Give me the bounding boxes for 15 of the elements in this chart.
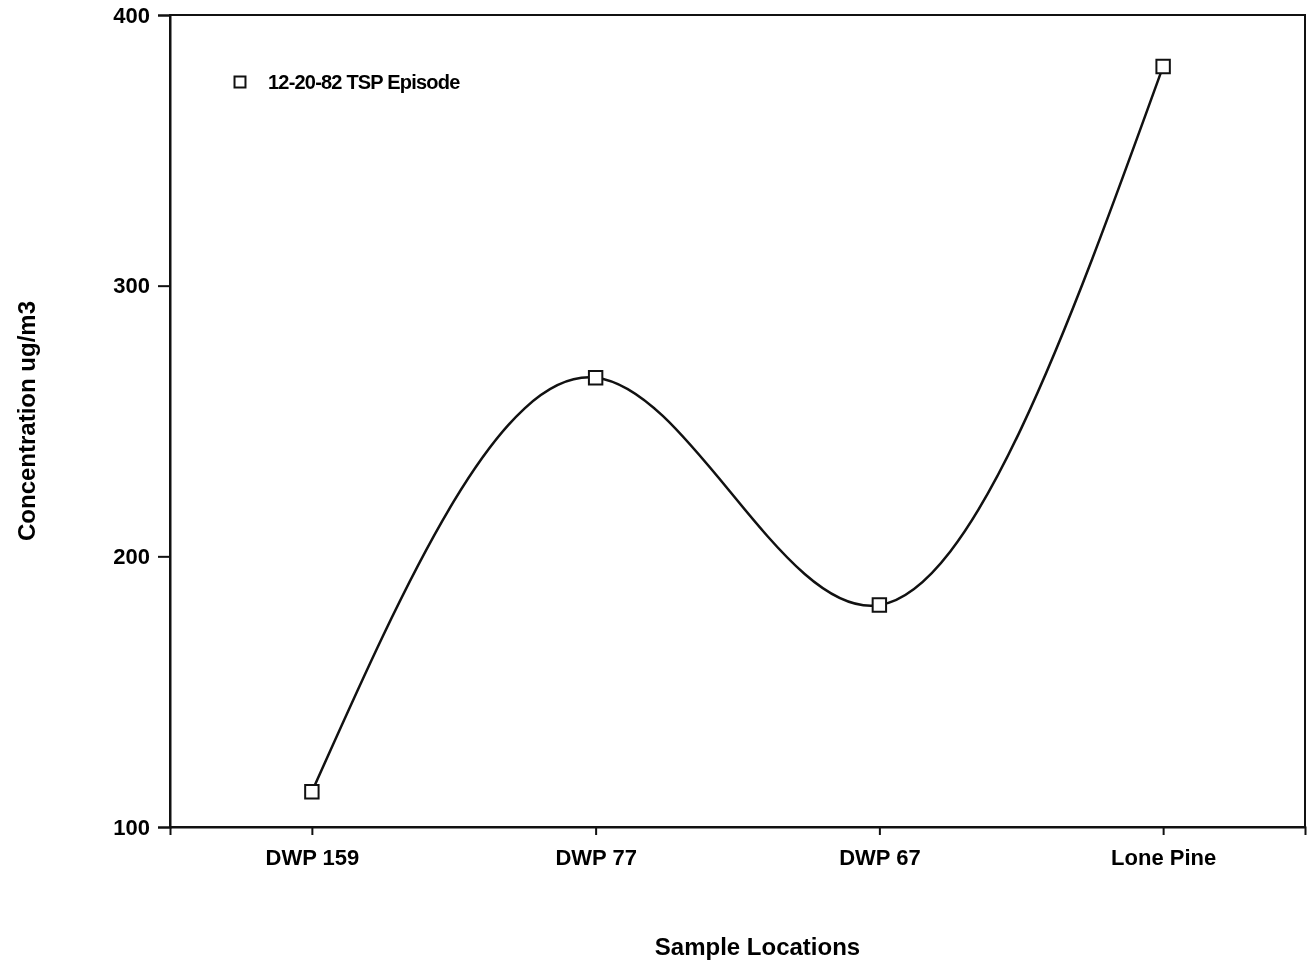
point xyxy=(871,597,888,613)
x-tick-label: DWP 159 xyxy=(265,844,360,870)
point xyxy=(587,369,604,386)
y-tick-label: 400 xyxy=(113,2,150,28)
x-axis-title: Sample Locations xyxy=(654,933,861,960)
legend-label: 12-20-82 TSP Episode xyxy=(268,71,461,93)
x-tick-label: Lone Pine xyxy=(1111,844,1217,870)
y-tick-label: 100 xyxy=(113,814,150,840)
point xyxy=(1155,58,1171,75)
point xyxy=(304,784,320,800)
y-tick-label: 200 xyxy=(113,543,150,569)
x-tick-label: DWP 77 xyxy=(555,844,637,870)
x-tick-label: DWP 67 xyxy=(839,844,921,870)
y-tick-label: 300 xyxy=(113,273,150,299)
y-axis-title: Concentration ug/m3 xyxy=(13,300,40,542)
